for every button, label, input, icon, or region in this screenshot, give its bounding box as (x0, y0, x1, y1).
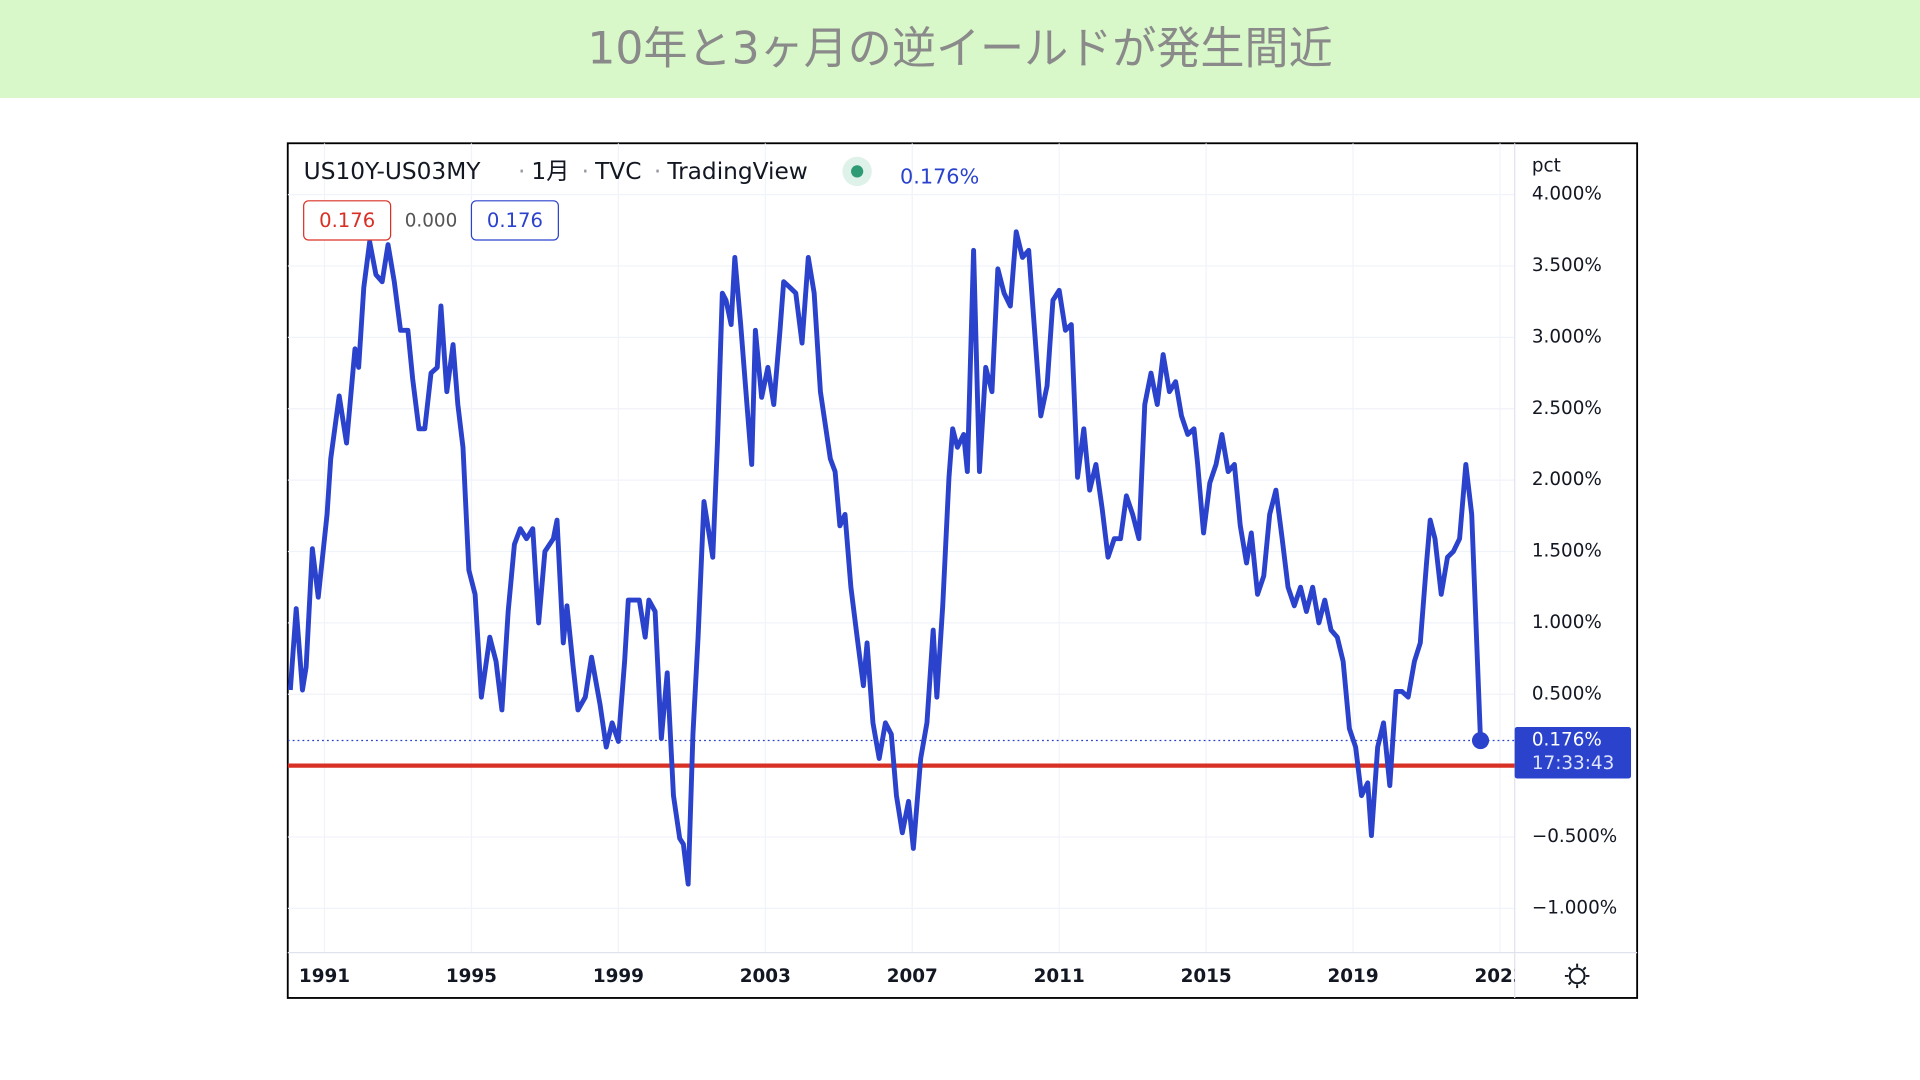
time-axis: 1991 1995 1999 2003 2007 2011 2015 2019 2023 (299, 966, 1525, 987)
x-tick-label: 2015 (1181, 966, 1232, 987)
x-tick-label: 2011 (1034, 966, 1085, 987)
x-tick-label: 1995 (446, 966, 497, 987)
price-tag-value: 0.176% (1532, 730, 1602, 751)
plot (287, 229, 1515, 887)
price-tag-box (1514, 727, 1632, 779)
legend: US10Y-US03MY · 1月 · TVC · TradingView (304, 158, 808, 185)
source: TVC (594, 158, 641, 185)
box-mid-text: 0.000 (405, 211, 458, 232)
x-tick-label: 2019 (1328, 966, 1379, 987)
header-band (0, 0, 1920, 98)
y-tick-label: 0.500% (1532, 683, 1602, 704)
legend-value: 0.176% (900, 165, 979, 189)
box-close-text: 0.176 (487, 209, 543, 232)
price-tag: 0.176%17:33:43 (1514, 727, 1632, 779)
x-tick-label: 2003 (740, 966, 791, 987)
y-tick-label: 2.500% (1532, 398, 1602, 419)
separator: · (654, 158, 661, 185)
price-axis: 4.000% 3.500% 3.000% 2.500% 2.000% 1.500% 1.00… (1532, 184, 1617, 919)
box-open-text: 0.176 (319, 209, 375, 232)
y-tick-label: −0.500% (1532, 826, 1617, 847)
x-tick-label: 1991 (299, 966, 350, 987)
page-title: 10年と3ヶ月の逆イールドが発生間近 (587, 23, 1332, 74)
y-tick-label: 1.000% (1532, 612, 1602, 633)
box-open (303, 200, 392, 241)
price-tag-time: 17:33:43 (1532, 753, 1614, 774)
chart-frame (286, 142, 1639, 999)
y-tick-label: 2.000% (1532, 469, 1602, 490)
x-tick-label: 2007 (887, 966, 938, 987)
y-tick-label: 1.500% (1532, 541, 1602, 562)
box-close (470, 200, 559, 241)
y-tick-label: 3.000% (1532, 326, 1602, 347)
x-tick-label: 2023 (1474, 966, 1525, 987)
separator: · (518, 158, 525, 185)
settings-icon[interactable] (1564, 963, 1590, 989)
provider: TradingView (666, 158, 807, 185)
last-point (1471, 731, 1490, 750)
x-tick-label: 1999 (593, 966, 644, 987)
series-line (287, 229, 1483, 887)
separator: · (582, 158, 589, 185)
y-tick-label: −1.000% (1532, 897, 1617, 918)
status-dot (851, 165, 864, 178)
interval: 1月 (531, 158, 569, 185)
axis-unit: pct (1532, 156, 1561, 177)
y-tick-label: 3.500% (1532, 255, 1602, 276)
y-tick-label: 4.000% (1532, 184, 1602, 205)
symbol: US10Y-US03MY (304, 158, 482, 185)
